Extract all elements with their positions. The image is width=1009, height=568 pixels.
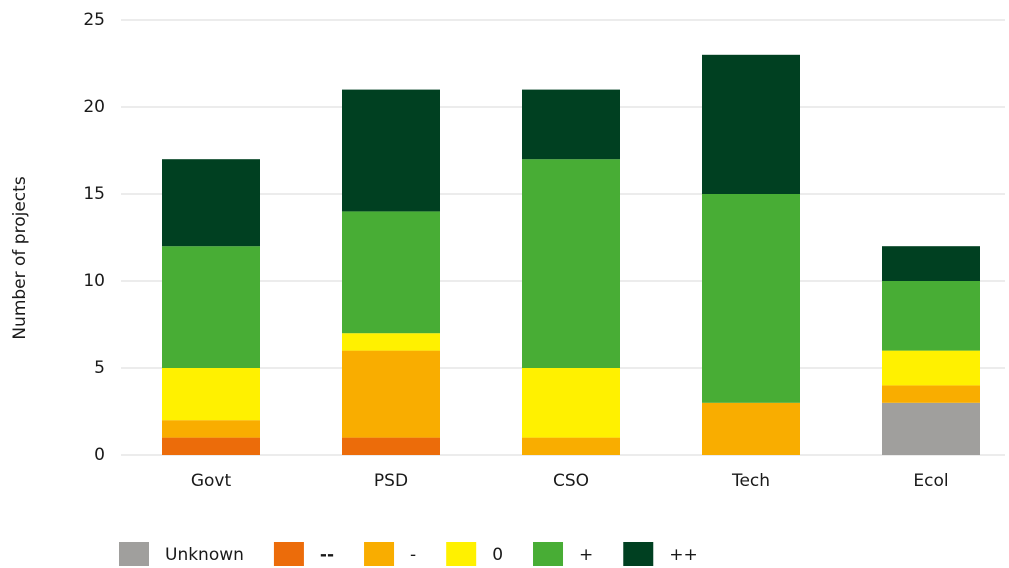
bar-segment — [342, 437, 440, 455]
bar-segment — [522, 89, 620, 160]
legend-swatch — [533, 542, 564, 566]
y-axis-label: Number of projects — [10, 176, 30, 339]
legend-label: ++ — [669, 545, 698, 565]
legend-swatch — [446, 542, 477, 566]
x-tick-label: PSD — [374, 471, 408, 491]
legend-swatch — [119, 542, 149, 566]
legend-swatch — [364, 542, 395, 566]
legend-label: + — [579, 545, 593, 565]
legend-label: 0 — [492, 545, 503, 565]
bar-segment — [162, 420, 260, 438]
bar-segment — [162, 437, 260, 455]
bar-segment — [882, 402, 980, 455]
bar-segment — [702, 194, 800, 403]
bar-segment — [162, 368, 260, 421]
legend-label: -- — [320, 545, 334, 565]
bar-segment — [342, 89, 440, 212]
bar-segment — [882, 350, 980, 386]
legend-swatch — [623, 542, 654, 566]
bar-segment — [162, 246, 260, 368]
y-tick-label: 20 — [83, 97, 105, 117]
bar-segment — [162, 159, 260, 247]
bar-segment — [882, 281, 980, 351]
y-tick-label: 5 — [94, 358, 105, 378]
bar-segment — [522, 159, 620, 368]
x-tick-label: Tech — [731, 471, 770, 491]
bar-segment — [342, 333, 440, 351]
legend-label: Unknown — [165, 545, 244, 565]
legend-swatch — [273, 542, 304, 566]
bar-segment — [702, 402, 800, 455]
y-tick-label: 10 — [83, 271, 105, 291]
x-tick-label: Ecol — [913, 471, 948, 491]
x-tick-label: CSO — [553, 471, 589, 491]
legend-label: - — [410, 545, 416, 565]
bar-segment — [522, 437, 620, 455]
bar-segment — [522, 368, 620, 438]
bar-segment — [882, 246, 980, 281]
y-tick-label: 15 — [83, 184, 105, 204]
bar-segment — [702, 54, 800, 194]
y-tick-label: 0 — [94, 445, 105, 465]
x-tick-label: Govt — [191, 471, 232, 491]
bar-segment — [882, 385, 980, 403]
bar-segment — [342, 211, 440, 334]
y-tick-label: 25 — [83, 10, 105, 30]
bar-segment — [342, 350, 440, 438]
